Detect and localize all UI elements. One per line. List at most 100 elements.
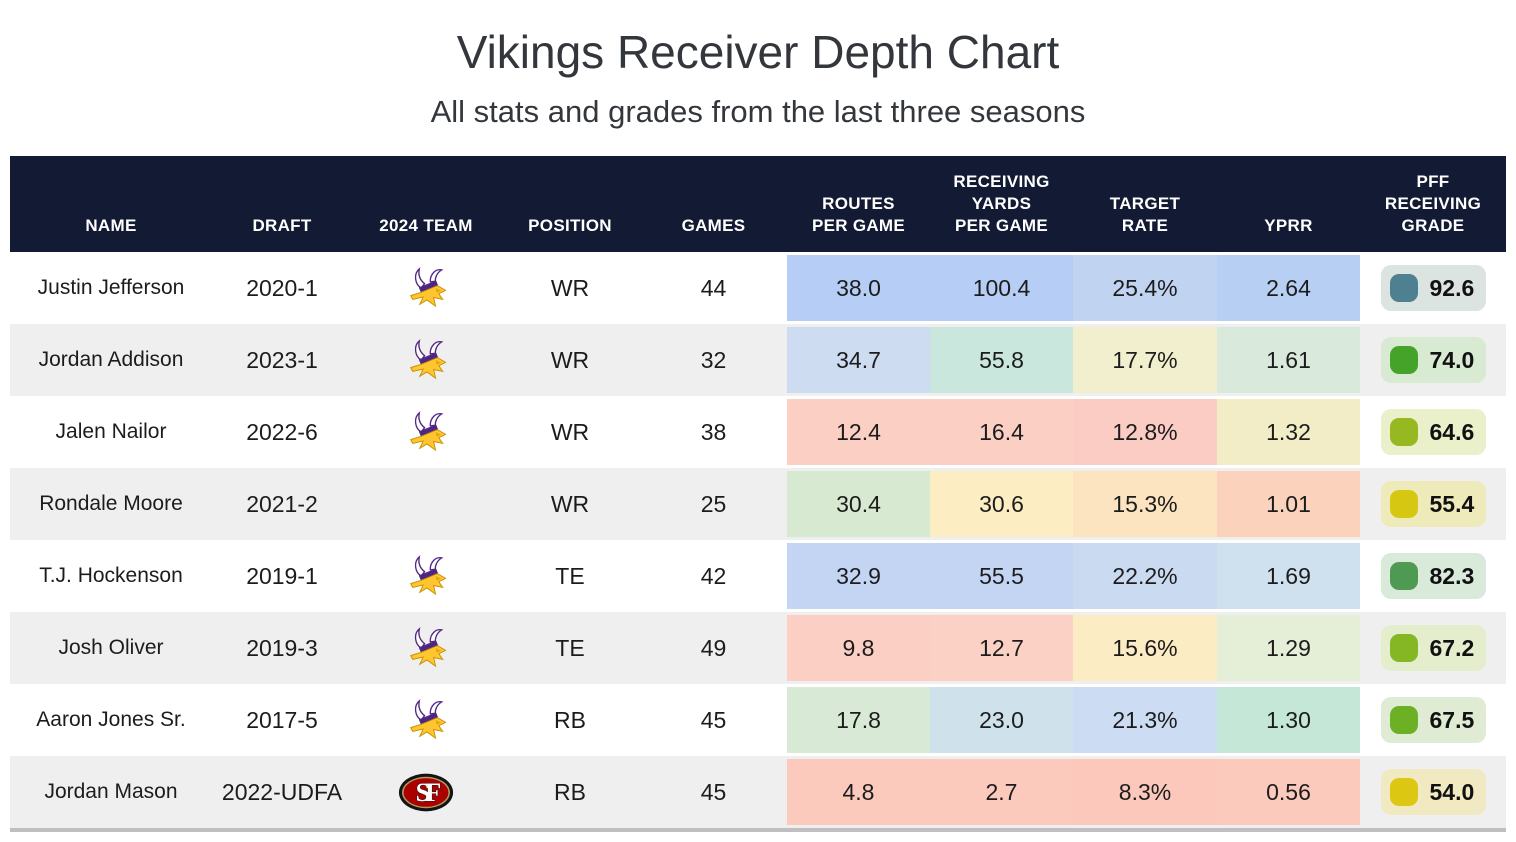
column-header-pff_receiving_grade: PFF RECEIVING GRADE: [1384, 171, 1482, 235]
heatmap-value: 0.56: [1217, 759, 1360, 826]
draft-value: 2022-6: [246, 418, 318, 445]
draft-value: 2021-2: [246, 490, 318, 517]
grade-pill: 54.0: [1380, 769, 1486, 816]
column-header-team: 2024 TEAM: [379, 215, 473, 235]
position-value: RB: [554, 778, 586, 805]
grade-color-chip: [1389, 490, 1418, 519]
team-cell: [352, 396, 500, 468]
grade-value: 55.4: [1429, 490, 1475, 517]
routes-per-game-cell: 38.0: [787, 252, 930, 324]
heatmap-value: 9.8: [787, 615, 930, 682]
pff-grade-cell: 92.6: [1360, 252, 1506, 324]
grade-value: 92.6: [1429, 274, 1475, 301]
heatmap-value: 2.7: [930, 759, 1073, 826]
page: Vikings Receiver Depth Chart All stats a…: [0, 26, 1516, 833]
table-row: T.J. Hockenson 2019-1 TE 42 32.9 55.5 22.2% 1.6…: [10, 540, 1506, 613]
player-name: T.J. Hockenson: [39, 564, 183, 588]
team-cell: [352, 324, 500, 396]
receiving-yards-per-game-cell: 30.6: [930, 468, 1073, 540]
heatmap-value: 1.01: [1217, 471, 1360, 538]
heatmap-value: 17.7%: [1073, 327, 1217, 394]
column-header-draft: DRAFT: [252, 215, 312, 235]
routes-per-game-cell: 17.8: [787, 684, 930, 756]
heatmap-value: 23.0: [930, 687, 1073, 754]
grade-color-chip: [1389, 346, 1418, 375]
heatmap-value: 1.30: [1217, 687, 1360, 754]
draft-value: 2023-1: [246, 346, 318, 373]
grade-value: 54.0: [1429, 778, 1475, 805]
routes-per-game-cell: 4.8: [787, 756, 930, 828]
target-rate-cell: 12.8%: [1073, 396, 1217, 468]
grade-pill: 82.3: [1380, 553, 1486, 600]
player-name: Justin Jefferson: [37, 276, 185, 300]
grade-value: 82.3: [1429, 562, 1475, 589]
grade-pill: 67.5: [1380, 697, 1486, 744]
draft-value: 2019-1: [246, 562, 318, 589]
heatmap-value: 16.4: [930, 399, 1073, 466]
heatmap-value: 22.2%: [1073, 543, 1217, 610]
page-subtitle: All stats and grades from the last three…: [430, 93, 1086, 129]
grade-pill: 74.0: [1380, 337, 1486, 384]
heatmap-value: 38.0: [787, 255, 930, 322]
yprr-cell: 1.69: [1217, 540, 1360, 612]
heatmap-value: 1.29: [1217, 615, 1360, 682]
table-row: Aaron Jones Sr. 2017-5 RB 45 17.8 23.0 21.3% 1.…: [10, 684, 1506, 757]
heatmap-value: 30.4: [787, 471, 930, 538]
draft-value: 2017-5: [246, 706, 318, 733]
team-cell: [352, 684, 500, 756]
heatmap-value: 55.5: [930, 543, 1073, 610]
pff-grade-cell: 54.0: [1360, 756, 1506, 828]
heatmap-value: 1.61: [1217, 327, 1360, 394]
games-value: 42: [700, 562, 727, 589]
heatmap-value: 8.3%: [1073, 759, 1217, 826]
grade-pill: 64.6: [1380, 409, 1486, 456]
grade-color-chip: [1389, 418, 1418, 447]
games-value: 44: [700, 274, 727, 301]
heatmap-value: 15.6%: [1073, 615, 1217, 682]
team-cell: SF: [352, 756, 500, 828]
table-row: Justin Jefferson 2020-1 WR 44 38.0 100.4 25.4%…: [10, 252, 1506, 325]
target-rate-cell: 25.4%: [1073, 252, 1217, 324]
table-body: Justin Jefferson 2020-1 WR 44 38.0 100.4 25.4%…: [10, 252, 1506, 829]
grade-color-chip: [1389, 562, 1418, 591]
yprr-cell: 1.29: [1217, 612, 1360, 684]
vikings-logo: [410, 699, 447, 740]
receiving-yards-per-game-cell: 100.4: [930, 252, 1073, 324]
yprr-cell: 2.64: [1217, 252, 1360, 324]
column-header-name: NAME: [85, 215, 137, 235]
grade-value: 67.2: [1429, 634, 1475, 661]
heatmap-value: 32.9: [787, 543, 930, 610]
routes-per-game-cell: 12.4: [787, 396, 930, 468]
grade-color-chip: [1389, 706, 1418, 735]
heatmap-value: 34.7: [787, 327, 930, 394]
team-cell: [352, 540, 500, 612]
yprr-cell: 1.30: [1217, 684, 1360, 756]
grade-value: 64.6: [1429, 418, 1475, 445]
grade-color-chip: [1389, 274, 1418, 303]
draft-value: 2019-3: [246, 634, 318, 661]
grade-color-chip: [1389, 634, 1418, 663]
receiving-yards-per-game-cell: 23.0: [930, 684, 1073, 756]
heatmap-value: 30.6: [930, 471, 1073, 538]
heatmap-value: 12.8%: [1073, 399, 1217, 466]
target-rate-cell: 17.7%: [1073, 324, 1217, 396]
player-name: Jalen Nailor: [55, 420, 167, 444]
heatmap-value: 4.8: [787, 759, 930, 826]
heatmap-value: 15.3%: [1073, 471, 1217, 538]
table-row: Jordan Addison 2023-1 WR 32 34.7 55.8 17.7% 1.6…: [10, 324, 1506, 397]
pff-grade-cell: 82.3: [1360, 540, 1506, 612]
pff-grade-cell: 55.4: [1360, 468, 1506, 540]
target-rate-cell: 15.6%: [1073, 612, 1217, 684]
team-cell: [352, 612, 500, 684]
table-row: Jalen Nailor 2022-6 WR 38 12.4 16.4 12.8% 1.32 6…: [10, 396, 1506, 469]
games-value: 45: [700, 778, 727, 805]
table-row: Rondale Moore 2021-2 WR 25 30.4 30.6 15.3% 1.01…: [10, 468, 1506, 541]
position-value: TE: [555, 562, 585, 589]
page-title: Vikings Receiver Depth Chart: [456, 26, 1060, 78]
heatmap-value: 1.32: [1217, 399, 1360, 466]
player-name: Aaron Jones Sr.: [36, 708, 186, 732]
games-value: 32: [700, 346, 727, 373]
yprr-cell: 1.01: [1217, 468, 1360, 540]
yprr-cell: 0.56: [1217, 756, 1360, 828]
position-value: WR: [550, 346, 590, 373]
